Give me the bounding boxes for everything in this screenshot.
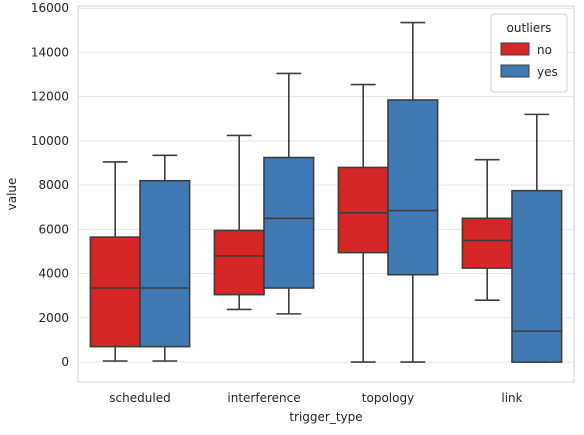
legend-items: no yes [500,42,558,79]
y-tick-label: 10000 [31,134,69,148]
box-iqr [89,236,141,348]
box-link-yes [511,113,563,363]
box-topology-yes [387,21,439,363]
x-tick-label: topology [362,391,414,405]
x-axis-ticks: scheduled interference topology link [109,391,522,405]
y-tick-label: 8000 [38,178,69,192]
box-scheduled-no [89,161,141,362]
y-axis-ticks: 0 2000 4000 6000 8000 10000 12000 14000 16000 [31,1,69,369]
x-tick-label: link [501,391,522,405]
legend-label-no: no [537,43,552,57]
y-tick-label: 12000 [31,90,69,104]
legend: outliers no yes [490,13,568,93]
legend-label-yes: yes [537,65,558,79]
y-tick-label: 2000 [38,311,69,325]
y-tick-label: 6000 [38,222,69,236]
y-tick-label: 0 [61,355,69,369]
plot-area-frame [77,5,575,383]
x-tick-label: interference [227,391,300,405]
legend-swatch-yes [500,64,530,78]
box-iqr [213,229,265,296]
box-iqr [387,99,439,276]
box-groups [89,21,563,363]
legend-title: outliers [507,21,552,35]
box-iqr [461,217,513,269]
legend-swatch-no [500,42,530,56]
x-axis-label: trigger_type [289,410,362,424]
box-topology-no [337,83,389,363]
box-scheduled-yes [139,154,191,362]
x-tick-label: scheduled [109,391,170,405]
box-iqr [263,156,315,289]
y-tick-label: 14000 [31,45,69,59]
y-tick-label: 16000 [31,1,69,15]
box-interference-no [213,134,265,311]
box-iqr [139,179,191,348]
y-tick-label: 4000 [38,267,69,281]
box-iqr [337,166,389,254]
y-axis-label: value [5,178,19,211]
box-interference-yes [263,72,315,315]
box-iqr [511,189,563,363]
